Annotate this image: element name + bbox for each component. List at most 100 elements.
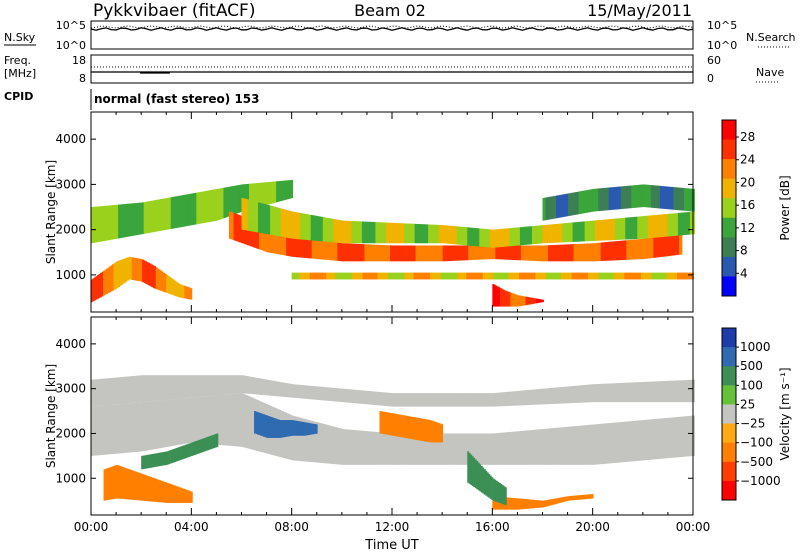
scatter-cell (269, 226, 272, 253)
scatter-cell (218, 395, 221, 445)
scatter-cell (165, 451, 168, 466)
scatter-cell (179, 195, 182, 228)
scatter-cell (256, 183, 259, 208)
scatter-cell (333, 272, 336, 280)
scatter-cell (456, 393, 459, 407)
y-tick-label: 3000 (55, 177, 86, 191)
scatter-cell (110, 205, 113, 240)
scatter-cell (641, 216, 644, 239)
scatter-cell (379, 411, 382, 434)
scatter-cell (209, 375, 212, 396)
scatter-cell (563, 386, 566, 404)
scatter-cell (282, 382, 285, 397)
scatter-cell (338, 272, 341, 280)
scatter-cell (431, 272, 434, 280)
scatter-cell (166, 451, 169, 465)
scatter-cell (568, 386, 570, 404)
scatter-cell (670, 272, 673, 280)
scatter-cell (364, 244, 367, 262)
scatter-cell (140, 402, 143, 452)
scatter-cell (244, 216, 246, 245)
scatter-cell (655, 214, 658, 238)
scatter-cell (511, 293, 514, 307)
scatter-cell (590, 243, 593, 262)
scatter-cell (416, 433, 418, 465)
scatter-cell (596, 424, 599, 465)
scatter-cell (189, 443, 192, 457)
scatter-cell (564, 496, 567, 502)
scatter-cell (399, 433, 402, 465)
scatter-cell (687, 272, 690, 280)
colorbar-tick-label: −500 (740, 455, 773, 469)
scatter-cell (98, 405, 101, 456)
scatter-cell (300, 417, 303, 462)
scatter-cell (477, 245, 480, 260)
scatter-cell (425, 272, 428, 280)
scatter-cell (641, 238, 644, 260)
scatter-cell (595, 424, 598, 465)
scatter-cell (601, 188, 604, 211)
scatter-cell (328, 387, 331, 401)
scatter-cell (148, 476, 151, 502)
scatter-cell (668, 213, 671, 237)
scatter-cell (571, 426, 573, 465)
scatter-cell (575, 426, 578, 465)
scatter-cell (643, 419, 646, 461)
scatter-cell (392, 393, 394, 407)
scatter-cell (354, 272, 357, 280)
scatter-cell (430, 245, 433, 262)
colorbar-swatch (722, 328, 736, 348)
scatter-cell (329, 272, 332, 280)
scatter-cell (459, 433, 462, 465)
scatter-cell (641, 420, 644, 461)
scatter-cell (620, 422, 623, 463)
scatter-cell (492, 393, 495, 407)
scatter-cell (310, 385, 313, 400)
scatter-cell (322, 423, 325, 464)
scatter-cell (246, 183, 248, 211)
scatter-cell (283, 382, 286, 397)
scatter-cell (629, 421, 632, 462)
freq-tick-top: 18 (72, 54, 86, 67)
scatter-cell (540, 500, 543, 508)
scatter-cell (176, 398, 179, 446)
scatter-cell (363, 430, 366, 465)
scatter-cell (244, 394, 247, 448)
scatter-cell (443, 272, 446, 280)
scatter-cell (468, 393, 471, 407)
scatter-cell (456, 433, 459, 465)
scatter-cell (355, 389, 358, 404)
scatter-cell (220, 395, 223, 446)
scatter-cell (279, 420, 282, 438)
scatter-cell (172, 399, 175, 446)
scatter-cell (504, 245, 507, 260)
scatter-cell (383, 411, 386, 435)
scatter-cell (554, 387, 557, 404)
scatter-cell (580, 191, 583, 214)
scatter-cell (464, 433, 467, 465)
scatter-cell (389, 412, 392, 436)
scatter-cell (113, 377, 116, 405)
scatter-cell (370, 244, 373, 262)
scatter-cell (615, 241, 618, 261)
scatter-cell (302, 421, 305, 436)
scatter-cell (614, 218, 617, 240)
scatter-cell (101, 378, 104, 406)
scatter-cell (373, 431, 376, 465)
scatter-cell (673, 417, 676, 458)
scatter-cell (321, 272, 324, 280)
scatter-cell (369, 221, 372, 244)
scatter-cell (406, 415, 409, 439)
scatter-cell (582, 243, 585, 262)
scatter-cell (514, 245, 517, 261)
scatter-cell (393, 433, 396, 465)
scatter-cell (191, 375, 194, 398)
scatter-cell (673, 380, 676, 403)
scatter-cell (595, 188, 598, 212)
scatter-cell (691, 379, 694, 403)
scatter-cell (526, 245, 529, 261)
scatter-cell (160, 452, 163, 466)
scatter-cell (127, 203, 130, 237)
scatter-cell (565, 426, 567, 465)
scatter-cell (453, 393, 456, 407)
